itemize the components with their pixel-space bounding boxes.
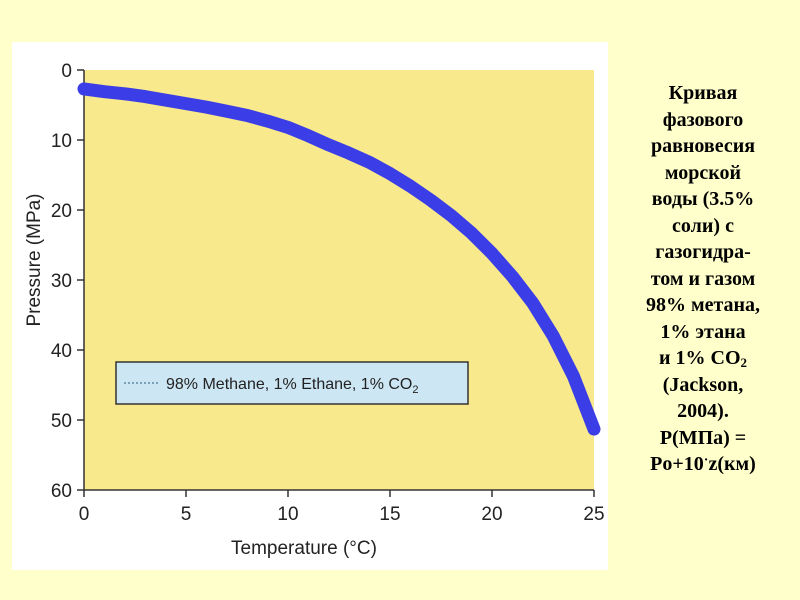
chart-figure: 0 10 20 30 40 50 60 0 5 10 15 20 25 98% Methane, 1% … <box>12 42 608 570</box>
y-axis-title: Pressure (MPa) <box>24 193 45 326</box>
caption-line: том и газом <box>650 267 756 290</box>
x-axis-title: Temperature (°C) <box>231 538 377 559</box>
caption-line: соли) с <box>672 214 734 237</box>
caption-line: 1% этана <box>660 320 746 343</box>
caption-line: газогидра- <box>655 241 751 263</box>
y-tick-label: 30 <box>51 271 72 292</box>
caption-line: воды (3.5% <box>651 188 755 210</box>
x-tick-label: 25 <box>583 504 604 525</box>
legend-box <box>115 361 469 405</box>
x-tick-label: 20 <box>481 504 502 525</box>
slide-caption: Кривая фазового равновесия морской воды … <box>612 80 794 481</box>
x-tick-label: 0 <box>79 504 90 525</box>
caption-line: морской <box>664 161 742 184</box>
caption-line: фазового <box>662 108 744 131</box>
caption-citation: 2004). <box>677 400 729 422</box>
caption-line: 98% метана, <box>645 294 761 316</box>
caption-formula: Po+10·z(км) <box>650 453 756 475</box>
phase-equilibrium-chart: 0 10 20 30 40 50 60 0 5 10 15 20 25 98% Methane, 1% … <box>24 61 605 559</box>
y-tick-label: 20 <box>51 201 72 222</box>
x-tick-label: 5 <box>181 504 192 525</box>
x-tick-label: 15 <box>379 504 400 525</box>
caption-line: равновесия <box>650 135 756 157</box>
y-tick-label: 50 <box>51 411 72 432</box>
y-tick-label: 40 <box>51 341 72 362</box>
legend-label: 98% Methane, 1% Ethane, 1% CO2 <box>166 376 419 396</box>
caption-citation: (Jackson, <box>662 373 744 396</box>
x-tick-label: 10 <box>277 504 298 525</box>
caption-co2-line: и 1% CO2 <box>658 347 748 370</box>
caption-formula: P(МПа) = <box>659 426 747 449</box>
y-tick-label: 10 <box>51 131 72 152</box>
legend: 98% Methane, 1% Ethane, 1% CO2 <box>115 361 469 405</box>
caption-line: Кривая <box>668 82 738 104</box>
y-tick-label: 60 <box>51 481 72 502</box>
y-tick-label: 0 <box>61 61 72 82</box>
series-line <box>77 82 601 436</box>
